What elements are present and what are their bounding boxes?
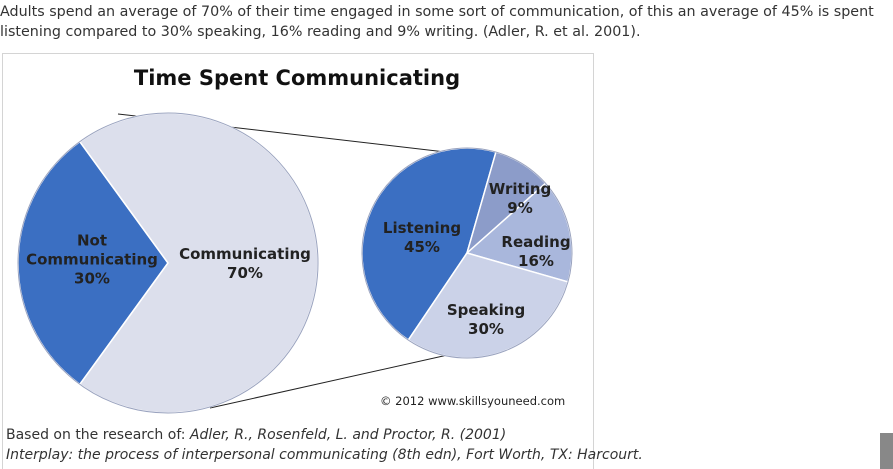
category-label: Listening	[382, 219, 462, 237]
value-label: 16%	[518, 252, 554, 270]
caption: Interplay: the process of interpersonal …	[6, 447, 643, 463]
category-label: Writing	[488, 180, 552, 198]
chart-title: Time Spent Communicating	[133, 66, 461, 90]
category-label: Not Communicating	[26, 231, 158, 269]
scrollbar[interactable]	[880, 433, 893, 469]
pie-outline	[17, 112, 319, 414]
credit: © 2012 www.skillsyouneed.com	[380, 394, 566, 408]
caption-intro: Based on the research of:	[6, 427, 190, 443]
chart-frame	[2, 53, 594, 469]
slice-label: Writing 9%	[480, 180, 560, 218]
slice-label: Listening 45%	[372, 219, 472, 257]
value-label: 30%	[74, 269, 110, 288]
caption: Based on the research of: Adler, R., Ros…	[6, 427, 506, 443]
slice-label: Speaking 30%	[436, 301, 536, 339]
value-label: 9%	[507, 199, 533, 217]
value-label: 30%	[468, 320, 504, 338]
slice-label: Reading 16%	[491, 233, 581, 271]
caption-ref: Adler, R., Rosenfeld, L. and Proctor, R.…	[189, 427, 507, 443]
value-label: 70%	[227, 264, 263, 282]
category-label: Communicating	[179, 245, 311, 263]
pie-outline	[361, 147, 573, 359]
category-label: Reading	[501, 233, 571, 251]
intro-text: Adults spend an average of 70% of their …	[0, 4, 874, 40]
slice-label: Communicating 70%	[165, 245, 325, 283]
category-label: Speaking	[446, 301, 526, 319]
slice-label: Not Communicating 30%	[25, 232, 160, 289]
value-label: 45%	[404, 238, 440, 256]
connector-line	[209, 349, 471, 409]
caption-line: Interplay: the process of interpersonal …	[6, 447, 643, 463]
